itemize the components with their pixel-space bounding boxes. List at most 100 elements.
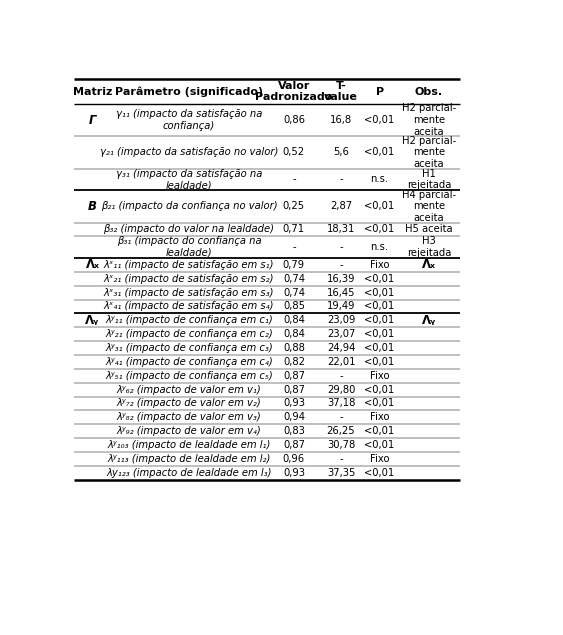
Text: Valor
Padronizado: Valor Padronizado xyxy=(255,81,333,102)
Text: 0,87: 0,87 xyxy=(283,385,305,394)
Text: <0,01: <0,01 xyxy=(364,302,395,311)
Text: -: - xyxy=(292,242,296,252)
Text: 22,01: 22,01 xyxy=(327,357,355,367)
Text: 0,85: 0,85 xyxy=(283,302,305,311)
Text: γ₁₁ (impacto da satisfação na
confiança): γ₁₁ (impacto da satisfação na confiança) xyxy=(116,109,262,131)
Text: Matriz: Matriz xyxy=(73,86,112,97)
Text: 37,18: 37,18 xyxy=(327,398,355,408)
Text: 0,93: 0,93 xyxy=(283,398,305,408)
Text: <0,01: <0,01 xyxy=(364,201,395,211)
Text: 2,87: 2,87 xyxy=(330,201,352,211)
Text: 0,94: 0,94 xyxy=(283,412,305,422)
Text: 0,71: 0,71 xyxy=(283,224,305,234)
Text: β₂₁ (impacto da confiança no valor): β₂₁ (impacto da confiança no valor) xyxy=(101,201,277,211)
Text: λʸ₆₂ (impacto de valor em v₁): λʸ₆₂ (impacto de valor em v₁) xyxy=(117,385,261,394)
Text: Λₓ: Λₓ xyxy=(86,258,100,271)
Text: 5,6: 5,6 xyxy=(333,147,349,157)
Text: 30,78: 30,78 xyxy=(327,440,355,450)
Text: 16,45: 16,45 xyxy=(327,288,355,298)
Text: Λᵧ: Λᵧ xyxy=(86,314,100,327)
Text: γ₃₁ (impacto da satisfação na
lealdade): γ₃₁ (impacto da satisfação na lealdade) xyxy=(116,168,262,190)
Text: β₃₁ (impacto do confiança na
lealdade): β₃₁ (impacto do confiança na lealdade) xyxy=(117,236,261,258)
Text: 0,84: 0,84 xyxy=(283,329,305,339)
Text: <0,01: <0,01 xyxy=(364,398,395,408)
Text: Fixo: Fixo xyxy=(370,412,390,422)
Text: Fixo: Fixo xyxy=(370,260,390,270)
Text: -: - xyxy=(339,454,343,464)
Text: λy₁₂₃ (impacto de lealdade em l₃): λy₁₂₃ (impacto de lealdade em l₃) xyxy=(106,468,271,478)
Text: 0,93: 0,93 xyxy=(283,468,305,478)
Text: -: - xyxy=(339,371,343,381)
Text: Obs.: Obs. xyxy=(415,86,443,97)
Text: <0,01: <0,01 xyxy=(364,115,395,125)
Text: 37,35: 37,35 xyxy=(327,468,355,478)
Text: 0,86: 0,86 xyxy=(283,115,305,125)
Text: 18,31: 18,31 xyxy=(327,224,355,234)
Text: <0,01: <0,01 xyxy=(364,316,395,325)
Text: H2 parcial-
mente
aceita: H2 parcial- mente aceita xyxy=(402,104,456,137)
Text: 0,83: 0,83 xyxy=(283,426,305,436)
Text: 0,74: 0,74 xyxy=(283,274,305,284)
Text: 0,96: 0,96 xyxy=(283,454,305,464)
Text: λˣ₁₁ (impacto de satisfação em s₁): λˣ₁₁ (impacto de satisfação em s₁) xyxy=(104,260,274,270)
Text: 23,07: 23,07 xyxy=(327,329,355,339)
Text: 24,94: 24,94 xyxy=(327,343,355,353)
Text: <0,01: <0,01 xyxy=(364,343,395,353)
Text: -: - xyxy=(339,242,343,252)
Text: 16,39: 16,39 xyxy=(327,274,355,284)
Text: 19,49: 19,49 xyxy=(327,302,355,311)
Text: 0,52: 0,52 xyxy=(283,147,305,157)
Text: B: B xyxy=(88,200,97,213)
Text: <0,01: <0,01 xyxy=(364,288,395,298)
Text: H4 parcial-
mente
aceita: H4 parcial- mente aceita xyxy=(402,190,456,223)
Text: -: - xyxy=(339,175,343,184)
Text: 0,74: 0,74 xyxy=(283,288,305,298)
Text: 0,82: 0,82 xyxy=(283,357,305,367)
Text: <0,01: <0,01 xyxy=(364,274,395,284)
Text: T-
value: T- value xyxy=(324,81,358,102)
Text: 0,84: 0,84 xyxy=(283,316,305,325)
Text: λʸ₁₁ (impacto de confiança em c₁): λʸ₁₁ (impacto de confiança em c₁) xyxy=(105,316,272,325)
Text: 0,87: 0,87 xyxy=(283,440,305,450)
Text: 0,88: 0,88 xyxy=(283,343,305,353)
Text: H1
rejeitada: H1 rejeitada xyxy=(406,168,451,190)
Text: H3
rejeitada: H3 rejeitada xyxy=(406,236,451,258)
Text: λʸ₈₂ (impacto de valor em v₃): λʸ₈₂ (impacto de valor em v₃) xyxy=(117,412,261,422)
Text: λˣ₂₁ (impacto de satisfação em s₂): λˣ₂₁ (impacto de satisfação em s₂) xyxy=(104,274,274,284)
Text: n.s.: n.s. xyxy=(370,242,388,252)
Text: -: - xyxy=(339,260,343,270)
Text: β₃₂ (impacto do valor na lealdade): β₃₂ (impacto do valor na lealdade) xyxy=(104,224,274,234)
Text: λʸ₂₁ (impacto de confiança em c₂): λʸ₂₁ (impacto de confiança em c₂) xyxy=(105,329,272,339)
Text: λʸ₃₁ (impacto de confiança em c₃): λʸ₃₁ (impacto de confiança em c₃) xyxy=(105,343,272,353)
Text: λʸ₄₁ (impacto de confiança em c₄): λʸ₄₁ (impacto de confiança em c₄) xyxy=(105,357,272,367)
Text: 0,25: 0,25 xyxy=(283,201,305,211)
Text: λʸ₁₁₃ (impacto de lealdade em l₂): λʸ₁₁₃ (impacto de lealdade em l₂) xyxy=(107,454,271,464)
Text: 0,87: 0,87 xyxy=(283,371,305,381)
Text: -: - xyxy=(292,175,296,184)
Text: λˣ₃₁ (impacto de satisfação em s₃): λˣ₃₁ (impacto de satisfação em s₃) xyxy=(104,288,274,298)
Text: Fixo: Fixo xyxy=(370,454,390,464)
Text: Parâmetro (significado): Parâmetro (significado) xyxy=(115,86,263,97)
Text: H2 parcial-
mente
aceita: H2 parcial- mente aceita xyxy=(402,136,456,169)
Text: λʸ₉₂ (impacto de valor em v₄): λʸ₉₂ (impacto de valor em v₄) xyxy=(117,426,261,436)
Text: <0,01: <0,01 xyxy=(364,357,395,367)
Text: <0,01: <0,01 xyxy=(364,468,395,478)
Text: <0,01: <0,01 xyxy=(364,224,395,234)
Text: -: - xyxy=(339,412,343,422)
Text: Λᵧ: Λᵧ xyxy=(422,314,436,327)
Text: 26,25: 26,25 xyxy=(327,426,355,436)
Text: H5 aceita: H5 aceita xyxy=(405,224,453,234)
Text: <0,01: <0,01 xyxy=(364,329,395,339)
Text: λˣ₄₁ (impacto de satisfação em s₄): λˣ₄₁ (impacto de satisfação em s₄) xyxy=(104,302,274,311)
Text: 16,8: 16,8 xyxy=(330,115,352,125)
Text: λʸ₅₁ (impacto de confiança em c₅): λʸ₅₁ (impacto de confiança em c₅) xyxy=(105,371,272,381)
Text: <0,01: <0,01 xyxy=(364,426,395,436)
Text: Γ: Γ xyxy=(89,114,96,126)
Text: 23,09: 23,09 xyxy=(327,316,355,325)
Text: γ₂₁ (impacto da satisfação no valor): γ₂₁ (impacto da satisfação no valor) xyxy=(100,147,278,157)
Text: Fixo: Fixo xyxy=(370,371,390,381)
Text: <0,01: <0,01 xyxy=(364,147,395,157)
Text: n.s.: n.s. xyxy=(370,175,388,184)
Text: Λₓ: Λₓ xyxy=(422,258,436,271)
Text: λʸ₇₂ (impacto de valor em v₂): λʸ₇₂ (impacto de valor em v₂) xyxy=(117,398,261,408)
